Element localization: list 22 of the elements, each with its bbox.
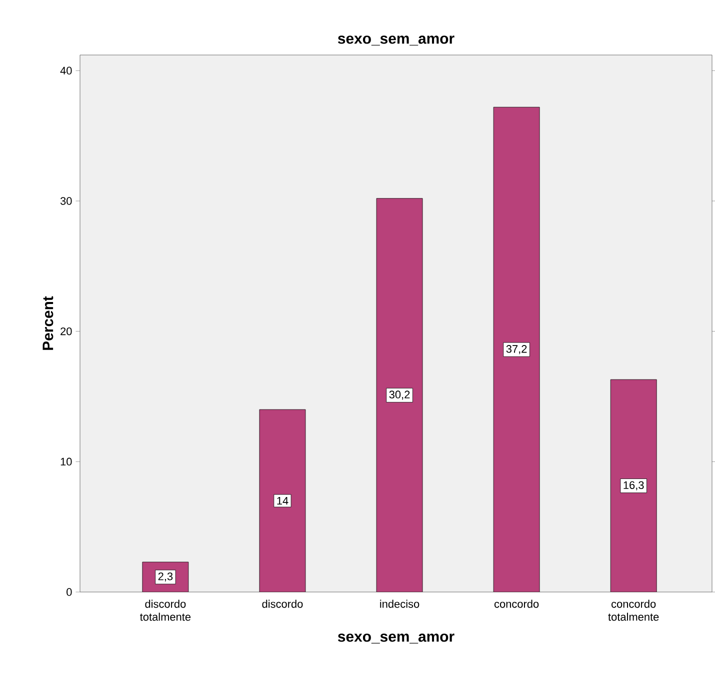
data-label: 14 — [277, 497, 288, 505]
bar — [493, 106, 540, 592]
y-tick-label: 40 — [60, 66, 72, 75]
y-tick-label: 10 — [60, 458, 72, 466]
data-label: 30,2 — [389, 390, 410, 400]
chart-title: sexo_sem_amor — [338, 36, 454, 46]
x-tick-label: indeciso — [380, 600, 420, 608]
x-tick-label: discordo — [262, 600, 303, 608]
data-label: 2,3 — [158, 572, 173, 582]
bar — [610, 379, 657, 592]
x-tick-label: concordo totalmente — [608, 600, 659, 621]
y-tick-label: 0 — [66, 588, 72, 596]
data-label: 16,3 — [624, 481, 644, 490]
bar — [376, 198, 423, 592]
x-tick-label: concordo — [494, 600, 539, 608]
y-tick-label: 20 — [60, 327, 72, 336]
data-label: 37,2 — [506, 345, 527, 354]
x-tick-label: discordo totalmente — [140, 600, 191, 621]
y-tick-label: 30 — [60, 197, 72, 205]
y-axis-title: Percent — [42, 296, 54, 350]
bar — [259, 409, 306, 592]
x-axis-title: sexo_sem_amor — [338, 634, 454, 644]
